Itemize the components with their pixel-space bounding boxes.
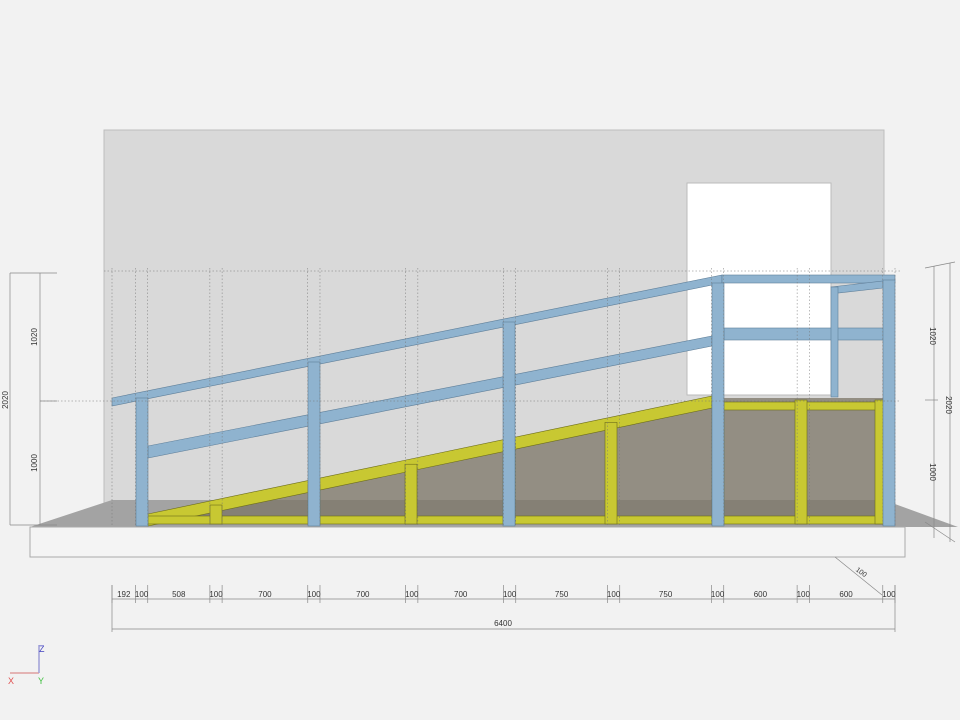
- handrail-post: [307, 361, 321, 527]
- gate-post: [830, 286, 839, 398]
- handrail-post: [135, 397, 149, 527]
- segment-label: 750: [555, 590, 569, 599]
- handrail-post: [882, 279, 896, 527]
- segment-label: 508: [172, 590, 186, 599]
- axis-z-label: Z: [39, 644, 45, 654]
- segment-label: 600: [839, 590, 853, 599]
- left-lower-label: 1000: [30, 454, 39, 472]
- segment-label: 750: [659, 590, 673, 599]
- segment-label: 700: [356, 590, 370, 599]
- handrail-post: [502, 321, 516, 527]
- depth-dimension: [834, 556, 883, 596]
- segment-label: 600: [754, 590, 768, 599]
- left-total-label: 2020: [1, 391, 10, 409]
- depth-label: 100: [854, 567, 868, 579]
- segment-label: 100: [711, 590, 725, 599]
- frame-post: [209, 504, 223, 525]
- dimension-lines: [9, 261, 956, 632]
- right-total-label: 2020: [944, 396, 953, 414]
- ramp-deck: [148, 398, 884, 524]
- segment-label: 100: [882, 590, 896, 599]
- right-upper-label: 1020: [928, 327, 937, 345]
- handrail: [111, 274, 896, 527]
- dim-ext: [924, 261, 956, 269]
- door-opening: [686, 182, 832, 396]
- frame-post: [604, 422, 618, 525]
- axis-triad: X Y Z: [8, 644, 45, 686]
- axis-y-label: Y: [38, 676, 44, 686]
- segment-label: 100: [209, 590, 223, 599]
- segment-label: 100: [503, 590, 517, 599]
- handrail-post: [711, 282, 725, 527]
- segment-label: 100: [135, 590, 149, 599]
- frame-post: [404, 463, 418, 525]
- base-beam: [147, 515, 885, 525]
- mid-rail-platform: [723, 327, 885, 341]
- top-rail-platform: [721, 274, 896, 284]
- total-length-label: 6400: [494, 619, 512, 628]
- segment-label: 100: [405, 590, 419, 599]
- segment-label: 700: [258, 590, 272, 599]
- segment-label: 700: [454, 590, 468, 599]
- left-upper-label: 1020: [30, 328, 39, 346]
- axis-x-label: X: [8, 676, 14, 686]
- right-lower-label: 1000: [928, 463, 937, 481]
- segment-label: 100: [607, 590, 621, 599]
- floor-slab: [29, 526, 906, 558]
- segment-label: 100: [307, 590, 321, 599]
- segment-label: 192: [117, 590, 131, 599]
- segment-label: 100: [797, 590, 811, 599]
- frame-post: [794, 399, 808, 525]
